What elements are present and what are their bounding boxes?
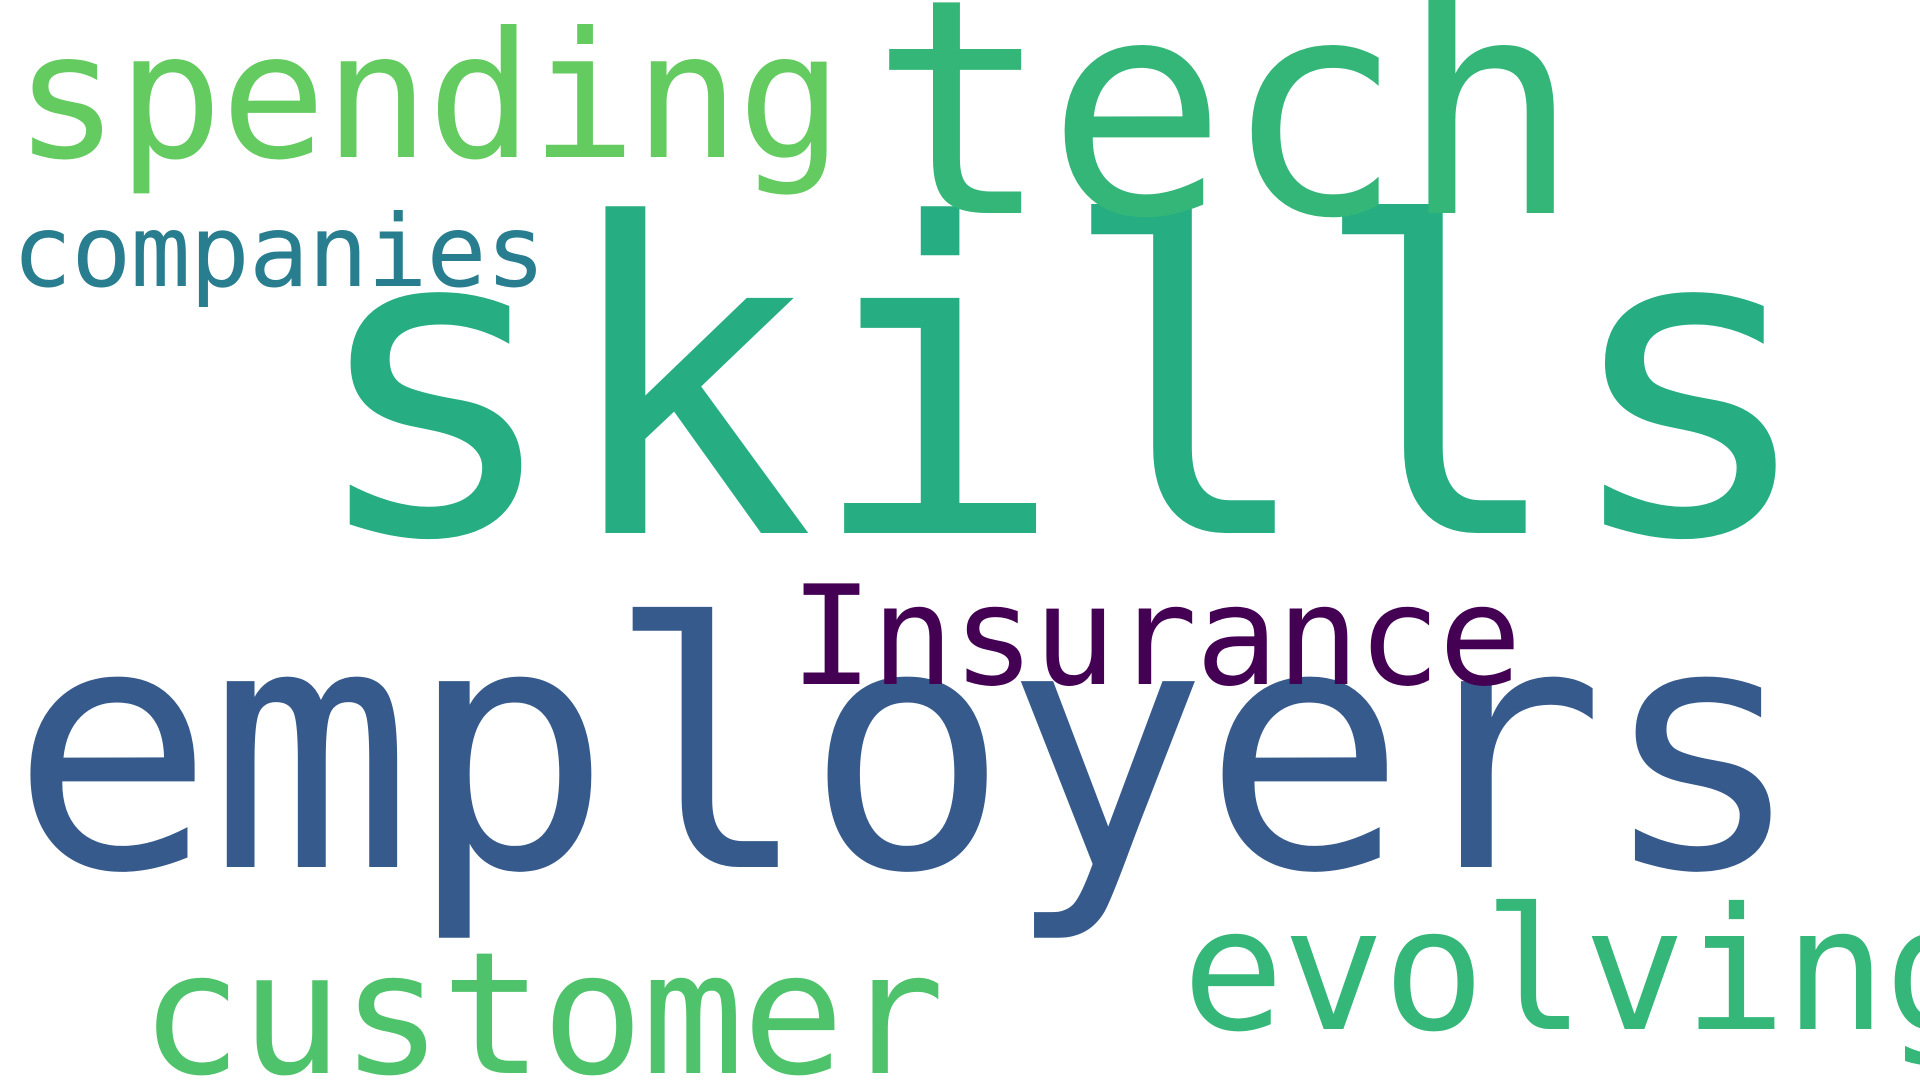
word-insurance: Insurance [790,556,1522,717]
word-customer: customer [140,916,945,1080]
word-tech: tech [870,0,1580,284]
word-companies: companies [12,193,546,310]
word-employers: employers [10,552,1804,948]
word-skills: skills [305,135,1818,635]
word-evolving: evolving [1182,872,1920,1070]
word-spending: spending [14,0,843,199]
